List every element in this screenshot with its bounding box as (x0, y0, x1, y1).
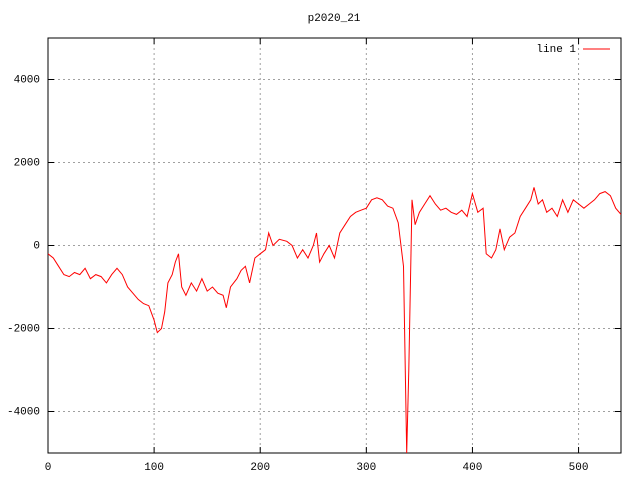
x-tick-label: 500 (569, 462, 589, 474)
y-tick-label: 0 (33, 240, 40, 252)
y-tick-label: -4000 (7, 406, 40, 418)
y-tick-label: 2000 (14, 157, 40, 169)
y-tick-label: 4000 (14, 74, 40, 86)
x-tick-label: 200 (250, 462, 270, 474)
x-tick-label: 100 (144, 462, 164, 474)
x-tick-label: 400 (463, 462, 483, 474)
data-line (48, 187, 621, 453)
x-tick-label: 0 (45, 462, 52, 474)
legend-label: line 1 (536, 44, 576, 56)
x-tick-label: 300 (356, 462, 376, 474)
chart-title: p2020_21 (308, 13, 361, 25)
y-tick-label: -2000 (7, 323, 40, 335)
plot-frame (47, 37, 622, 454)
